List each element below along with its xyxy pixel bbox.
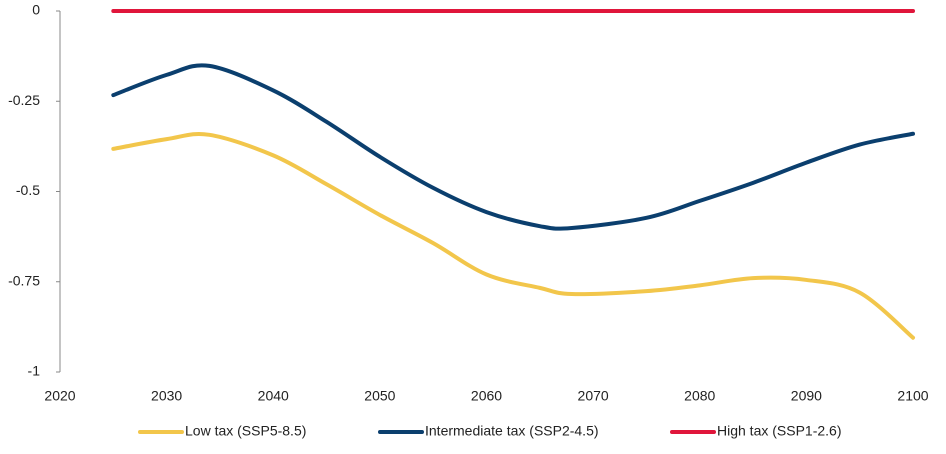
legend-label: Intermediate tax (SSP2-4.5) bbox=[425, 423, 599, 439]
x-tick-label: 2040 bbox=[258, 388, 289, 404]
legend-label: High tax (SSP1-2.6) bbox=[717, 423, 842, 439]
y-tick-label: -0.5 bbox=[16, 182, 40, 198]
x-tick-label: 2020 bbox=[44, 388, 75, 404]
y-tick-label: 0 bbox=[32, 2, 40, 18]
x-tick-label: 2100 bbox=[897, 388, 928, 404]
x-tick-label: 2080 bbox=[684, 388, 715, 404]
x-tick-label: 2030 bbox=[151, 388, 182, 404]
legend-label: Low tax (SSP5-8.5) bbox=[185, 423, 306, 439]
x-tick-label: 2070 bbox=[578, 388, 609, 404]
y-tick-label: -0.75 bbox=[8, 272, 40, 288]
y-tick-label: -0.25 bbox=[8, 92, 40, 108]
x-tick-label: 2060 bbox=[471, 388, 502, 404]
series-line bbox=[111, 63, 915, 231]
x-tick-label: 2050 bbox=[364, 388, 395, 404]
x-tick-label: 2090 bbox=[791, 388, 822, 404]
y-tick-label: -1 bbox=[28, 363, 41, 379]
series-line bbox=[111, 132, 915, 340]
